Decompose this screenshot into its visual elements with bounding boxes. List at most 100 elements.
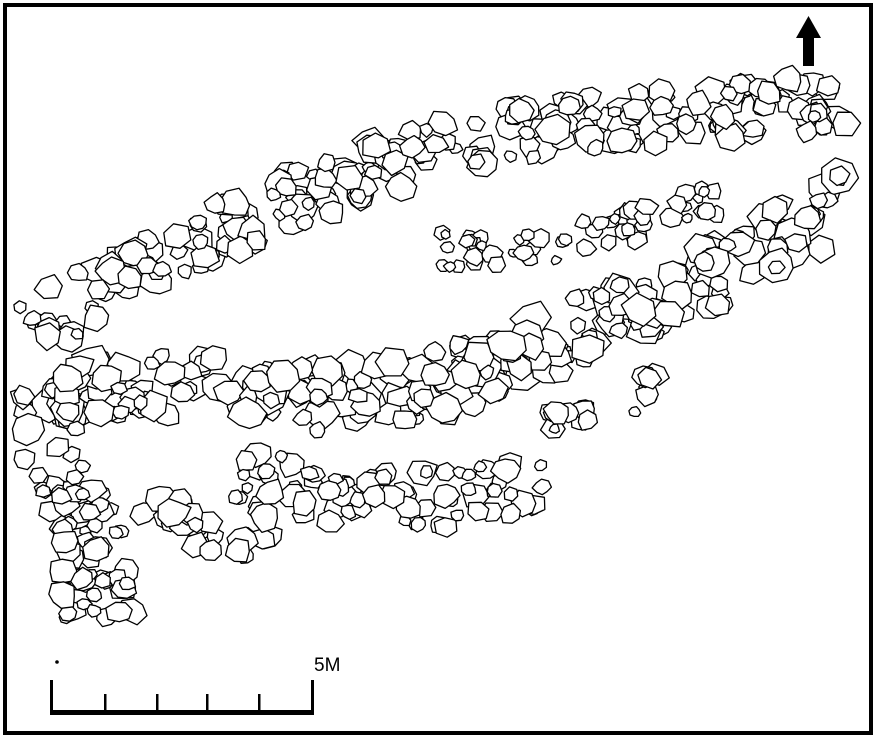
stone — [152, 260, 173, 277]
stone — [78, 502, 102, 521]
stone — [317, 153, 336, 173]
stone — [767, 260, 786, 275]
stone — [542, 401, 569, 425]
stone — [22, 309, 42, 326]
stone — [489, 458, 522, 484]
stone — [520, 228, 535, 242]
stone — [110, 381, 128, 395]
stone — [83, 399, 115, 428]
stone — [55, 401, 80, 423]
stone — [576, 238, 598, 257]
stone — [13, 448, 36, 471]
stone — [467, 501, 490, 522]
stone — [212, 380, 245, 406]
stone — [756, 80, 781, 105]
stone — [266, 187, 282, 202]
stone — [241, 482, 254, 495]
stone — [449, 335, 470, 356]
stone — [199, 539, 223, 562]
stone — [70, 327, 84, 340]
stone — [143, 356, 161, 370]
stone — [177, 263, 192, 280]
stone — [13, 300, 27, 315]
stone — [316, 509, 345, 533]
stone — [347, 388, 368, 403]
stone — [86, 279, 111, 300]
stone — [257, 463, 276, 480]
stone — [503, 486, 519, 502]
stone — [475, 240, 487, 252]
stone — [266, 359, 301, 393]
stone — [621, 98, 651, 121]
scale-dot — [55, 660, 59, 664]
stone — [35, 484, 52, 498]
scale-bar: 5M — [50, 655, 340, 715]
stone — [262, 391, 281, 410]
stone — [486, 330, 527, 362]
stone — [224, 537, 250, 563]
stone — [680, 212, 693, 224]
scale-bar-line — [50, 710, 314, 715]
stone — [714, 122, 746, 152]
stone — [606, 127, 638, 154]
stone — [450, 359, 481, 390]
stone — [696, 202, 717, 221]
stone — [398, 134, 426, 159]
stone — [698, 185, 711, 198]
stone — [425, 391, 464, 424]
stone — [550, 254, 563, 266]
stone — [34, 322, 61, 352]
stone — [228, 489, 243, 505]
stone — [136, 257, 159, 275]
stone — [564, 288, 585, 308]
stone — [439, 241, 456, 254]
scale-tick — [258, 694, 261, 712]
stone — [86, 603, 102, 618]
stone — [666, 194, 688, 215]
stone — [587, 138, 604, 157]
stone — [13, 384, 36, 406]
stone — [755, 219, 777, 241]
stone — [462, 246, 484, 267]
stone — [203, 192, 226, 214]
stone — [83, 304, 110, 333]
stone — [434, 461, 455, 482]
stone — [363, 164, 383, 180]
stone — [634, 197, 660, 216]
stone — [236, 468, 251, 482]
stone — [500, 502, 522, 524]
stone — [487, 256, 507, 273]
stone — [761, 195, 789, 224]
stone — [460, 482, 477, 497]
stone — [133, 394, 148, 412]
stone — [70, 566, 94, 591]
stone — [637, 366, 663, 390]
stone — [50, 530, 79, 554]
stone — [423, 341, 447, 362]
scale-tick — [206, 694, 209, 712]
stone — [557, 233, 573, 247]
scale-tick — [104, 694, 107, 712]
stone — [295, 213, 315, 232]
stone — [392, 410, 418, 430]
stone — [571, 334, 605, 364]
scale-end-tick — [311, 680, 314, 713]
stone — [772, 64, 802, 93]
stone — [292, 490, 317, 517]
stone — [503, 150, 518, 164]
stone — [33, 273, 63, 300]
stone — [643, 130, 668, 157]
stone — [704, 293, 731, 317]
stone — [450, 509, 465, 522]
stone — [318, 200, 344, 225]
stone — [226, 396, 268, 430]
stone — [577, 409, 599, 431]
stone — [274, 177, 297, 197]
stone — [170, 381, 196, 403]
stone — [607, 106, 622, 118]
stone — [557, 95, 581, 116]
stone — [66, 420, 86, 437]
stone — [362, 132, 392, 159]
stone — [74, 487, 91, 501]
stone — [442, 261, 457, 273]
